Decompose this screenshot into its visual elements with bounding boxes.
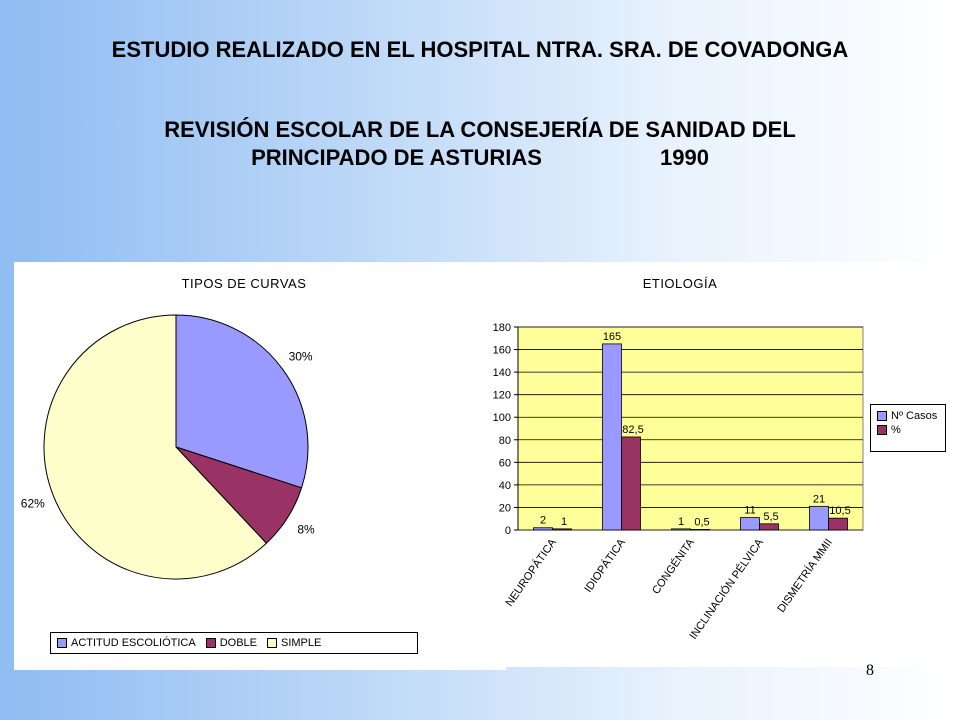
legend-swatch-blue — [57, 638, 67, 648]
pie-chart-panel: TIPOS DE CURVAS 30% 8% 62% ACTITUD ESCOLIÓ… — [14, 262, 506, 670]
bar-data-label: 2 — [540, 515, 546, 527]
legend-swatch-maroon — [877, 425, 887, 435]
title-year: 1990 — [659, 145, 709, 170]
bar-legend-item-casos: Nº Casos — [877, 410, 937, 422]
pie-legend-item-doble: DOBLE — [205, 637, 257, 649]
bar-data-label: 10,5 — [829, 505, 850, 517]
y-tick-label: 160 — [493, 345, 511, 357]
bar-pct — [759, 523, 779, 531]
legend-label: ACTITUD ESCOLIÓTICA — [71, 637, 196, 649]
title-line2b-row: PRINCIPADO DE ASTURIAS 1990 — [90, 144, 870, 172]
bar-data-label: 21 — [813, 493, 825, 505]
slide-title-line2: REVISIÓN ESCOLAR DE LA CONSEJERÍA DE SAN… — [90, 116, 870, 172]
plot-area — [517, 326, 864, 531]
y-tick-label: 140 — [493, 367, 511, 379]
y-tick-label: 180 — [493, 322, 511, 334]
page-number: 8 — [866, 662, 874, 679]
title-text-2b: PRINCIPADO DE ASTURIAS — [251, 145, 542, 170]
bar-casos — [602, 343, 622, 531]
x-category-label: IDIOPÁTICA — [582, 536, 629, 595]
bar-data-label: 0,5 — [694, 516, 709, 528]
y-tick-label: 0 — [505, 525, 511, 537]
bar-data-label: 1 — [678, 516, 684, 528]
bar-legend: Nº Casos % — [870, 404, 946, 452]
pie-chart: 30% 8% 62% — [21, 314, 315, 580]
legend-swatch-maroon — [205, 638, 216, 648]
slide-title-line1: ESTUDIO REALIZADO EN EL HOSPITAL NTRA. S… — [90, 36, 870, 64]
bar-casos — [533, 527, 553, 531]
bar-data-label: 11 — [744, 505, 755, 517]
legend-label: % — [891, 424, 901, 436]
bar-chart-title: ETIOLOGÍA — [642, 276, 718, 291]
x-category-label: CONGÉNITA — [649, 536, 697, 597]
y-tick-label: 80 — [499, 435, 511, 447]
bar-chart-panel: ETIOLOGÍA 0 20 40 60 80 100 120 140 160 180 2 1 NEUR… — [460, 262, 955, 667]
title-text-2a: REVISIÓN ESCOLAR DE LA CONSEJERÍA DE SAN… — [164, 117, 796, 142]
y-tick-label: 40 — [499, 480, 511, 492]
bar-data-label: 5,5 — [763, 511, 778, 523]
bar-data-label: 165 — [603, 331, 621, 343]
pie-slice-simple — [43, 314, 268, 580]
title-gap — [542, 144, 660, 172]
y-tick-label: 100 — [493, 412, 511, 424]
x-category-label: NEUROPÁTICA — [503, 536, 560, 609]
bar-pct — [621, 436, 641, 531]
legend-label: Nº Casos — [891, 410, 938, 422]
pie-legend: ACTITUD ESCOLIÓTICA DOBLE SIMPLE — [50, 632, 418, 654]
legend-label: SIMPLE — [280, 637, 322, 649]
bar-data-label: 82,5 — [622, 424, 643, 436]
legend-swatch-yellow — [266, 638, 277, 648]
y-tick-label: 120 — [493, 390, 511, 402]
pie-data-label: 8% — [297, 523, 315, 537]
pie-chart-title: TIPOS DE CURVAS — [181, 276, 307, 291]
legend-swatch-blue — [877, 411, 887, 421]
pie-data-label: 30% — [289, 349, 313, 363]
bar-casos — [809, 505, 829, 531]
bar-data-label: 1 — [561, 516, 567, 528]
y-tick-label: 60 — [499, 457, 511, 469]
y-tick-label: 20 — [499, 502, 511, 514]
bar-legend-item-pct: % — [877, 424, 901, 436]
pie-legend-item-actitud: ACTITUD ESCOLIÓTICA — [57, 637, 196, 649]
x-category-label: INCLINACIÓN PÉLVICA — [687, 536, 767, 642]
bar-casos — [671, 528, 691, 531]
bar-casos — [740, 517, 760, 531]
bar-pct — [690, 529, 710, 531]
x-category-label: DISMETRÍA MMII — [775, 536, 835, 615]
pie-data-label: 62% — [21, 497, 45, 511]
pie-slice-actitud — [175, 314, 309, 489]
legend-label: DOBLE — [219, 637, 257, 649]
title-text-1: ESTUDIO REALIZADO EN EL HOSPITAL NTRA. S… — [111, 37, 849, 62]
bar-pct — [828, 517, 848, 531]
pie-legend-item-simple: SIMPLE — [266, 637, 322, 649]
bar-pct — [552, 528, 572, 531]
